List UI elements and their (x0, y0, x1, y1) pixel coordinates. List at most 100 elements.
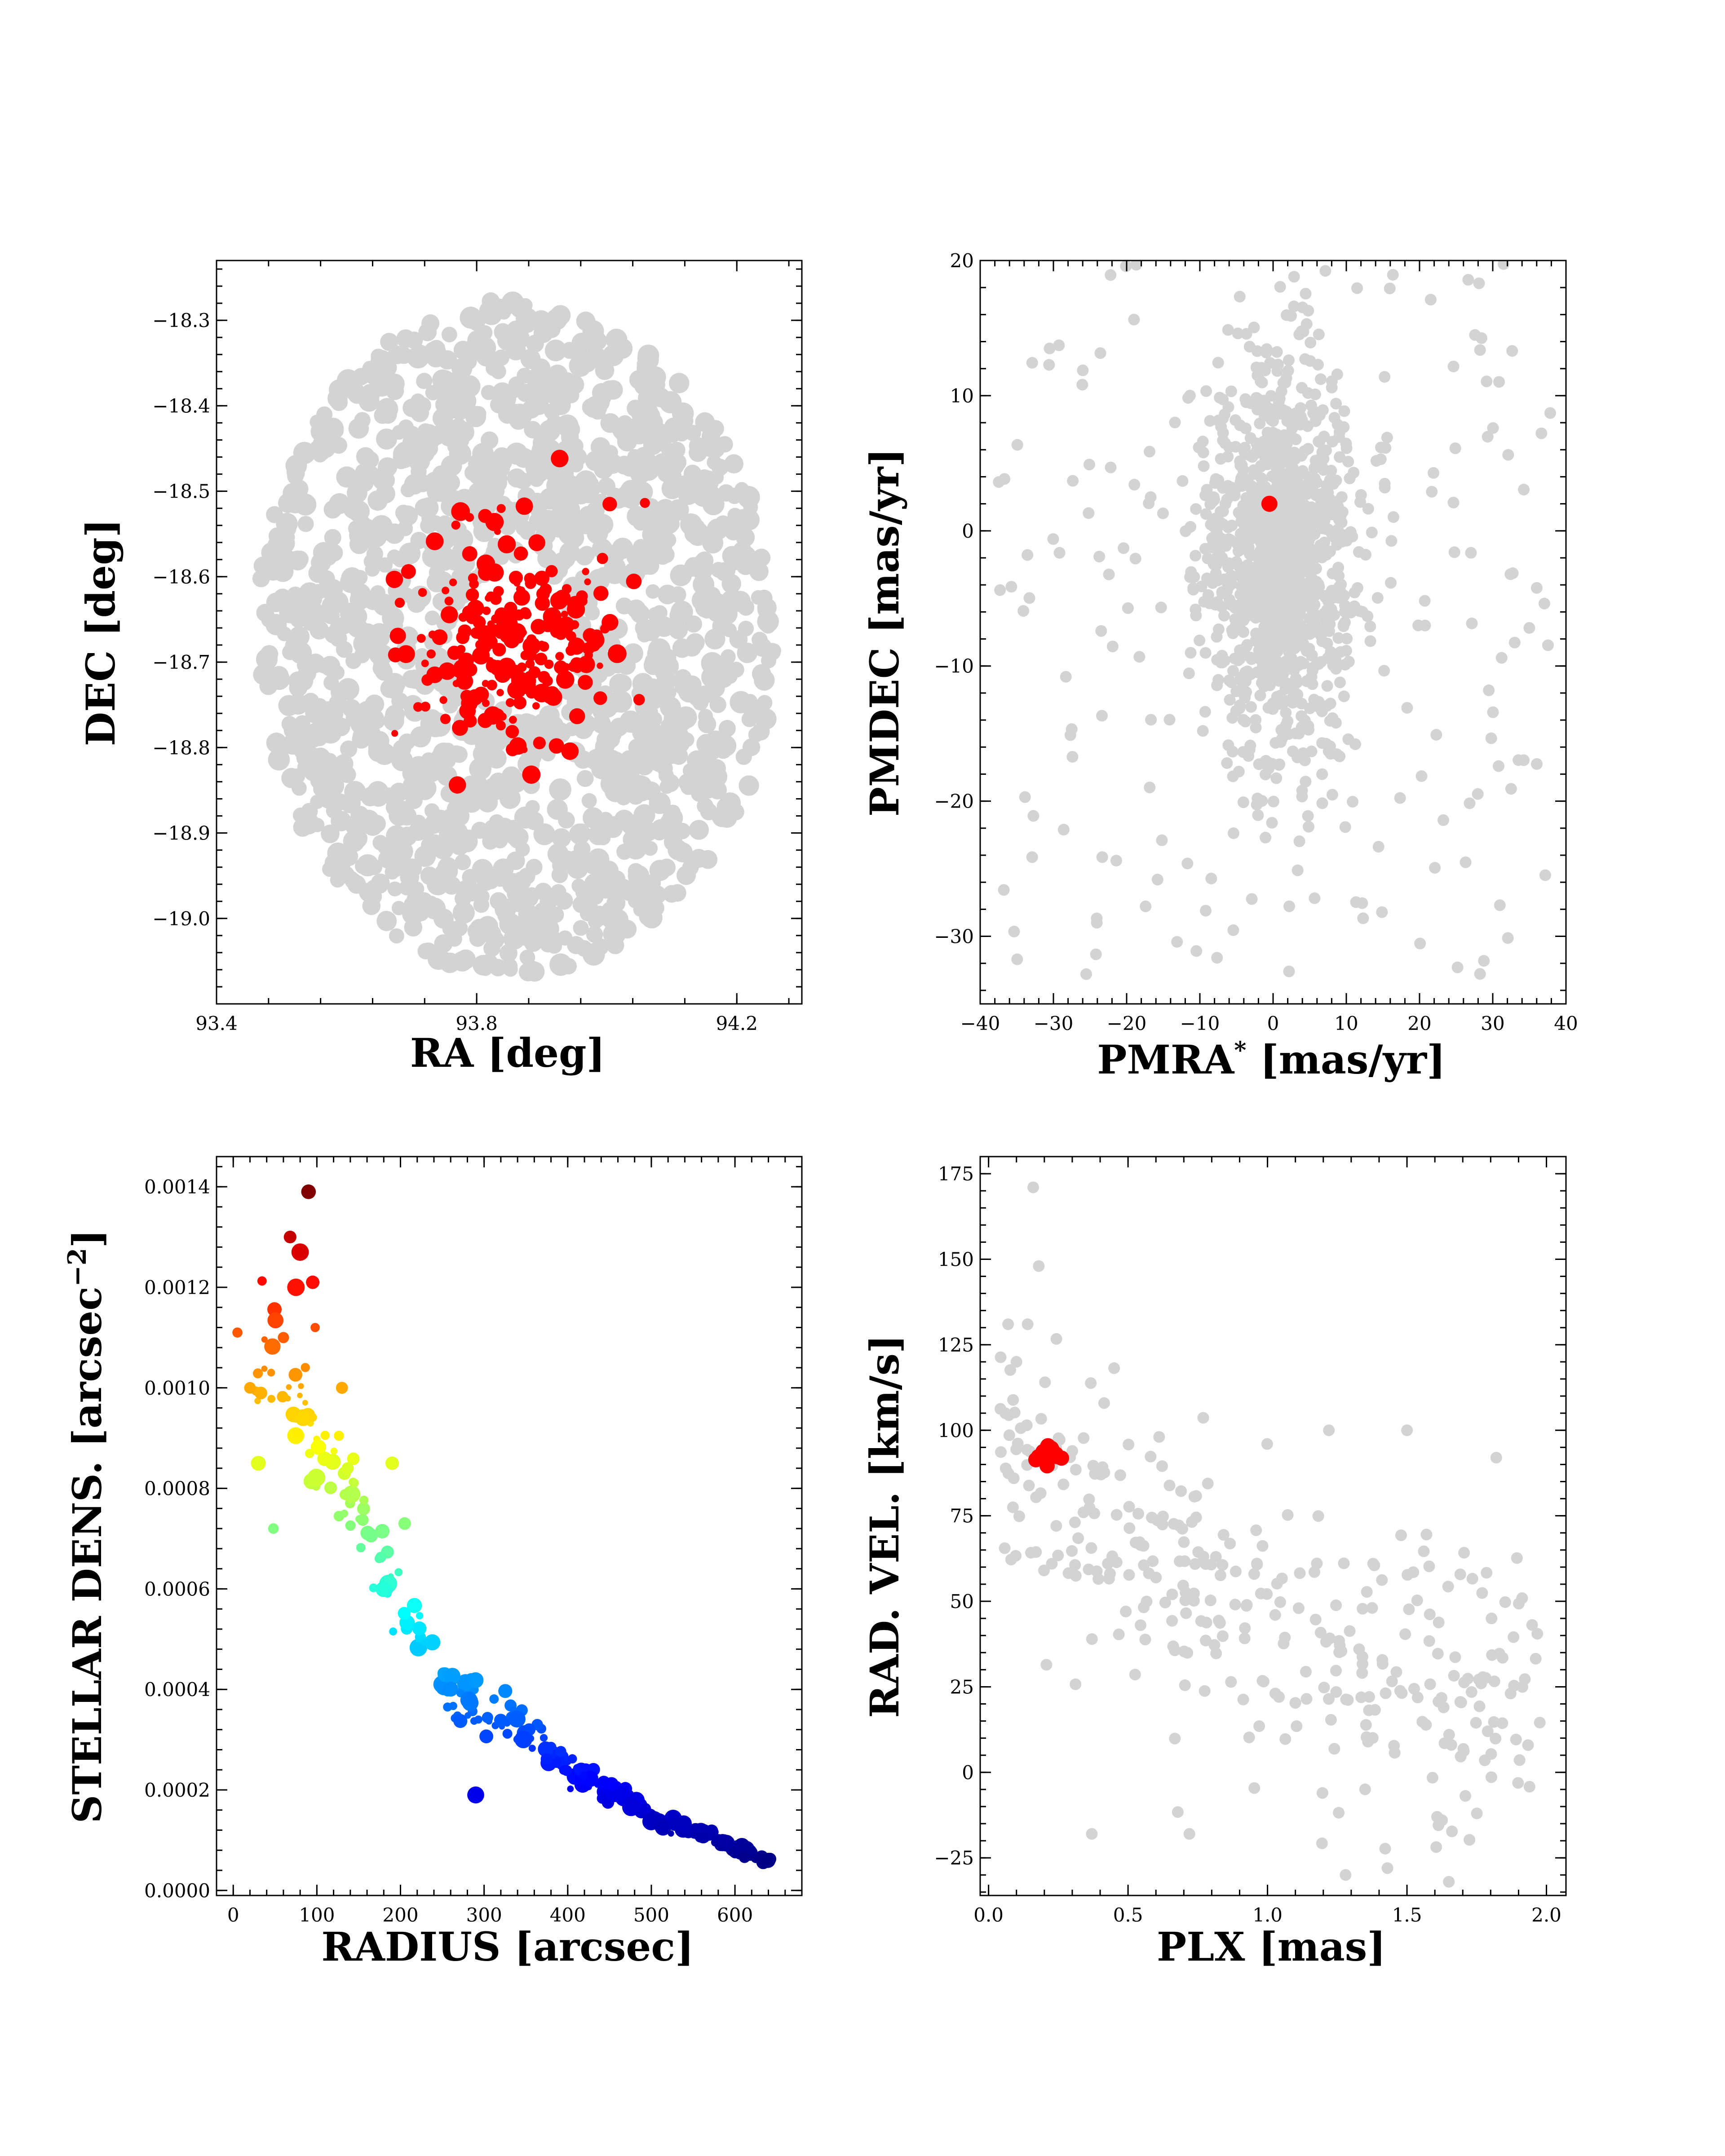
field-star-point (1233, 623, 1245, 636)
field-star-point (1257, 436, 1269, 448)
field-star-point (1205, 872, 1217, 884)
density-point (334, 1431, 344, 1441)
field-star-point (1144, 446, 1155, 458)
field-star-point (1296, 634, 1308, 646)
field-star-point (1210, 1551, 1222, 1563)
field-star-point (551, 866, 568, 884)
field-star-point (1237, 796, 1249, 808)
field-star-point (1144, 782, 1156, 794)
field-star-point (595, 739, 614, 759)
field-star-point (334, 754, 354, 773)
member-star-point (496, 504, 506, 513)
field-star-point (1399, 1628, 1411, 1640)
field-star-point (288, 694, 309, 715)
density-point (324, 1481, 337, 1494)
field-star-point (1333, 1635, 1345, 1647)
field-star-point (1321, 680, 1333, 692)
field-star-point (603, 818, 623, 838)
field-star-point (336, 641, 353, 658)
field-star-point (615, 455, 634, 475)
field-star-point (575, 885, 590, 900)
field-star-point (362, 786, 380, 804)
member-star-point (582, 642, 595, 655)
member-star-point (561, 742, 579, 760)
member-star-point (478, 712, 493, 728)
density-point (341, 1462, 354, 1475)
field-star-point (1250, 1524, 1262, 1536)
field-star-point (1240, 611, 1252, 623)
field-star-point (1178, 1645, 1190, 1657)
density-ticks: 0 100 200 300 400 500 600 0.0000 0.0002 0.0004 0.0… (144, 1157, 803, 1926)
field-star-point (680, 732, 694, 747)
field-star-point (584, 605, 600, 621)
field-star-point (627, 506, 647, 527)
field-star-point (1462, 1673, 1474, 1685)
field-star-point (1481, 1567, 1493, 1579)
field-star-point (1357, 912, 1369, 924)
field-star-point (316, 406, 333, 423)
field-star-point (1021, 1419, 1033, 1431)
field-star-point (1139, 1634, 1151, 1646)
y-tick-label: −18.8 (152, 737, 210, 759)
field-star-point (1217, 505, 1229, 517)
field-star-point (351, 812, 373, 834)
field-star-point (1269, 1688, 1281, 1700)
member-star-point (416, 634, 426, 643)
field-star-point (636, 557, 655, 575)
field-star-point (1334, 676, 1346, 689)
field-star-point (1325, 1714, 1337, 1726)
field-star-point (435, 474, 457, 496)
y-tick-label: 0.0008 (144, 1478, 210, 1500)
y-tick-label: −25 (934, 1847, 974, 1869)
field-star-point (376, 429, 397, 450)
field-star-point (1508, 1631, 1520, 1643)
field-star-point (1169, 1732, 1181, 1745)
x-tick-label: 200 (382, 1904, 418, 1926)
field-star-point (662, 808, 683, 829)
field-star-point (1114, 1469, 1126, 1481)
member-star-point (465, 588, 479, 602)
field-star-point (1281, 677, 1293, 689)
field-star-point (615, 790, 632, 806)
density-point (345, 1492, 353, 1499)
field-star-point (1505, 783, 1517, 795)
x-tick-label: 93.8 (456, 1012, 498, 1034)
density-point (528, 1745, 536, 1752)
field-star-point (1096, 710, 1108, 722)
field-star-point (1256, 1540, 1269, 1552)
member-star-point (496, 689, 504, 697)
field-star-point (1202, 552, 1214, 565)
member-star-point (482, 606, 491, 615)
field-star-point (1026, 357, 1038, 369)
field-star-point (582, 943, 605, 966)
field-star-point (628, 863, 644, 879)
field-star-point (1323, 1424, 1335, 1436)
field-star-point (1078, 1432, 1090, 1444)
field-star-point (621, 814, 642, 835)
density-point (502, 1728, 513, 1739)
field-star-point (469, 758, 491, 780)
field-star-point (533, 823, 556, 845)
field-star-point (362, 451, 379, 468)
pmra-label-unit: [mas/yr] (1246, 1036, 1445, 1083)
field-star-point (1395, 1529, 1407, 1541)
field-star-point (475, 451, 494, 469)
field-star-point (1483, 684, 1495, 696)
density-point (460, 1691, 478, 1709)
field-star-point (449, 835, 470, 855)
field-star-point (1098, 1467, 1110, 1479)
field-star-point (752, 632, 768, 648)
density-point (468, 1672, 484, 1688)
field-star-point (1245, 701, 1257, 713)
field-star-point (1190, 550, 1202, 562)
field-star-point (1296, 624, 1309, 636)
field-star-point (1261, 1438, 1273, 1450)
y-tick-label: 20 (950, 250, 974, 272)
field-star-point (1236, 649, 1248, 661)
field-star-point (658, 584, 677, 605)
field-star-point (1273, 570, 1285, 582)
field-star-point (1264, 402, 1276, 415)
field-star-point (677, 866, 696, 885)
field-star-point (1151, 874, 1163, 886)
field-star-point (1502, 932, 1514, 944)
